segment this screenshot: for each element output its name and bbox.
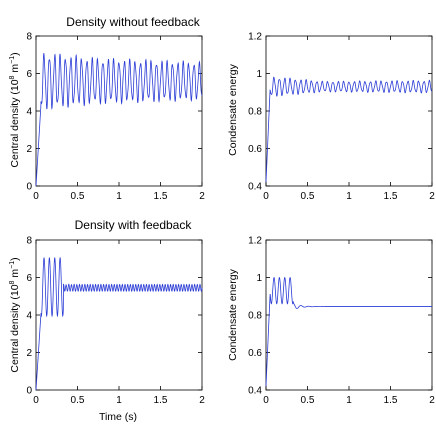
y-tick-label: 8: [26, 32, 32, 43]
plot-frame: [35, 35, 203, 187]
y-axis-label-unit-exponent: −1: [9, 56, 16, 64]
y-axis-label-close: ): [9, 257, 21, 261]
panel-title: Density with feedback: [75, 218, 193, 232]
y-tick-label: 1: [256, 273, 262, 284]
y-axis-label-exponent: 8: [9, 280, 16, 284]
x-tick-label: 2: [199, 191, 205, 202]
y-tick-label: 6: [26, 273, 32, 284]
y-tick-label: 8: [26, 236, 32, 247]
y-tick-label: 0.8: [248, 311, 262, 322]
x-tick-label: 1: [116, 191, 122, 202]
y-tick-label: 2: [26, 144, 32, 155]
series-line: [35, 257, 203, 391]
panel-energy-with-feedback: Condensate energy 0 0.5 1 1.5 2 0.4 0.6 0.8 1 1.2: [227, 236, 435, 407]
y-axis-label: Condensate energy: [227, 268, 239, 360]
x-tick-label: 0.5: [301, 191, 315, 202]
x-tick-label: 2: [429, 191, 435, 202]
y-tick-label: 1.2: [248, 32, 262, 43]
y-tick-label: 0.8: [248, 107, 262, 118]
y-tick-label: 0.6: [248, 144, 262, 155]
x-tick-label: 0.5: [71, 191, 85, 202]
y-axis-label-unit: m: [9, 64, 21, 76]
plot-area: 0 0.5 1 1.5 2 0.4 0.6 0.8 1 1.2: [248, 236, 435, 407]
x-tick-label: 1.5: [384, 395, 398, 406]
x-tick-label: 0: [33, 191, 39, 202]
y-tick-label: 4: [26, 311, 32, 322]
x-tick-label: 1: [346, 395, 352, 406]
x-tick-label: 0: [33, 395, 39, 406]
x-axis-label: Time (s): [99, 411, 137, 423]
y-tick-label: 6: [26, 69, 32, 80]
x-tick-label: 1: [116, 395, 122, 406]
y-tick-label: 1.2: [248, 236, 262, 247]
plot-frame: [265, 239, 433, 391]
y-tick-label: 0: [26, 386, 32, 397]
y-axis-label: Condensate energy: [227, 63, 239, 155]
x-tick-label: 1.5: [154, 395, 168, 406]
y-axis-label-unit-exponent: −1: [9, 261, 16, 269]
x-tick-label: 0: [263, 191, 269, 202]
plot-frame: [265, 35, 433, 187]
x-tick-label: 0.5: [71, 395, 85, 406]
x-tick-label: 2: [199, 395, 205, 406]
x-tick-label: 1.5: [384, 191, 398, 202]
y-tick-label: 0: [26, 182, 32, 193]
panel-title: Density without feedback: [66, 15, 200, 29]
panel-energy-without-feedback: Condensate energy 0 0.5 1 1.5 2 0.4 0.6 0.8 1 1.2: [227, 32, 435, 203]
y-tick-label: 2: [26, 348, 32, 359]
y-tick-label: 1: [256, 69, 262, 80]
y-tick-label: 0.4: [248, 182, 262, 193]
x-tick-label: 0.5: [301, 395, 315, 406]
y-axis-label-exponent: 8: [9, 75, 16, 79]
plot-area: 0 0.5 1 1.5 2 0.4 0.6 0.8 1 1.2: [248, 32, 435, 203]
series-line: [265, 276, 432, 387]
x-tick-label: 1: [346, 191, 352, 202]
y-axis-label: Central density (108 m−1): [9, 52, 21, 167]
panel-density-without-feedback: Density without feedback Central density…: [9, 15, 205, 202]
x-tick-label: 1.5: [154, 191, 168, 202]
plot-area: 0 0.5 1 1.5 2 0 2 4 6 8: [26, 236, 205, 407]
y-axis-label-text: Central density (10: [9, 284, 21, 372]
y-axis-label: Central density (108 m−1): [9, 257, 21, 372]
y-axis-label-unit: m: [9, 269, 21, 281]
y-axis-label-close: ): [9, 52, 21, 56]
y-tick-label: 0.6: [248, 348, 262, 359]
plot-area: 0 0.5 1 1.5 2 0 2 4 6 8: [26, 32, 205, 203]
panel-density-with-feedback: Density with feedback Central density (1…: [9, 218, 205, 423]
series-line: [35, 53, 203, 187]
y-axis-label-text: Central density (10: [9, 79, 21, 167]
x-tick-label: 0: [263, 395, 269, 406]
series-line: [265, 76, 433, 183]
y-tick-label: 0.4: [248, 386, 262, 397]
x-tick-label: 2: [429, 395, 435, 406]
y-tick-label: 4: [26, 107, 32, 118]
